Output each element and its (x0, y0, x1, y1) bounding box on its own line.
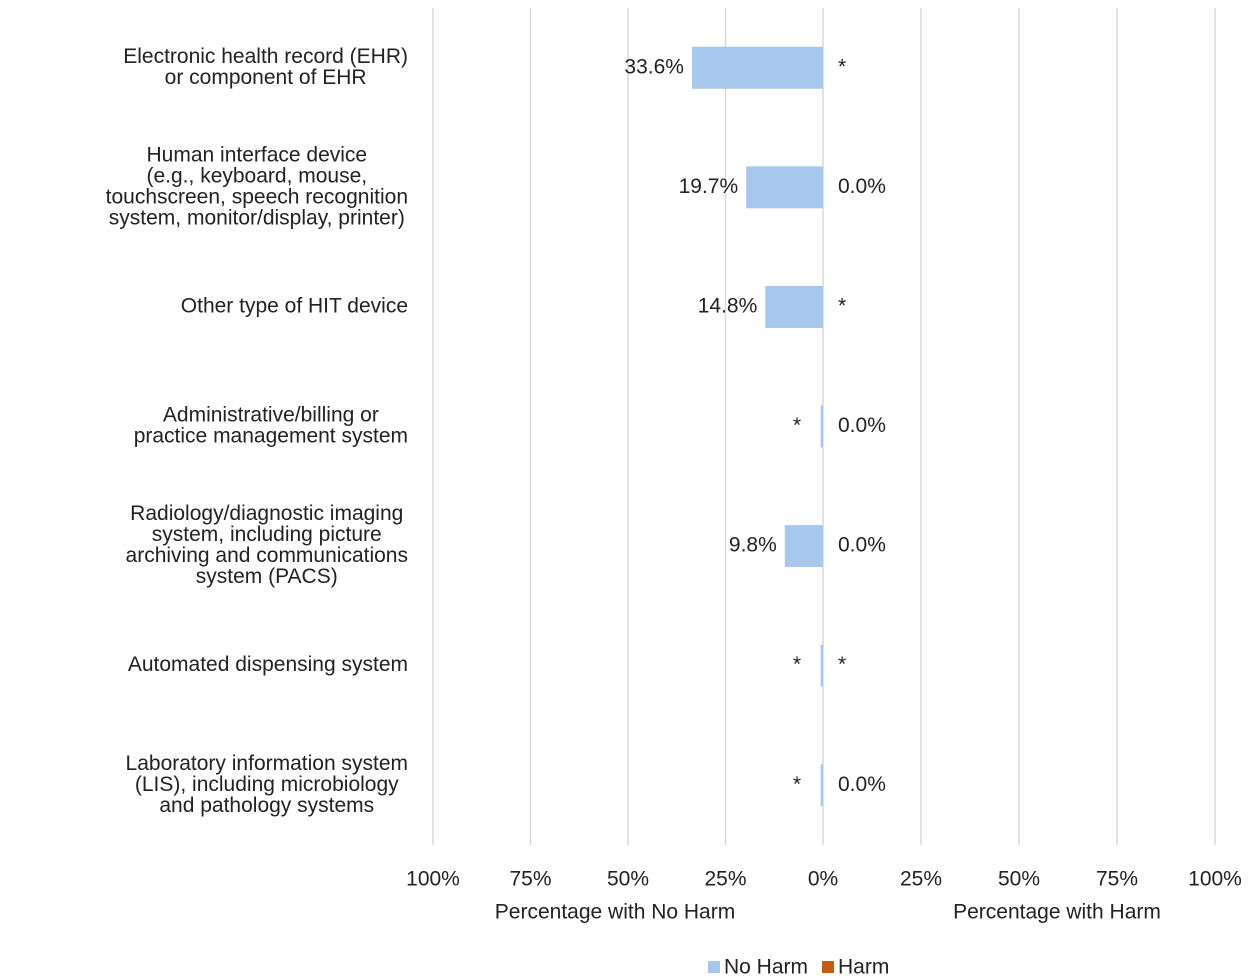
category-label: practice management system (134, 425, 408, 448)
bar (691, 46, 823, 89)
x-tick-label: 25% (900, 868, 942, 891)
value-label: 0.0% (838, 414, 886, 437)
x-tick-label: 100% (1188, 868, 1242, 891)
value-label: 14.8% (698, 294, 758, 317)
x-tick-label: 50% (607, 868, 649, 891)
category-label: Administrative/billing or (163, 404, 379, 427)
category-label: system (PACS) (196, 565, 338, 588)
bar (784, 525, 823, 568)
value-label: * (838, 55, 846, 78)
category-label: archiving and communications (126, 544, 408, 567)
x-tick-label: 75% (509, 868, 551, 891)
x-axis-title: Percentage with Harm (953, 901, 1161, 924)
bar (765, 285, 823, 328)
value-label: 0.0% (838, 534, 886, 557)
category-label: Other type of HIT device (181, 294, 408, 317)
category-label: Human interface device (147, 143, 368, 166)
legend-label: Harm (838, 956, 889, 979)
value-label: * (838, 653, 846, 676)
bar (746, 166, 823, 209)
value-label: 0.0% (838, 773, 886, 796)
category-label: Automated dispensing system (128, 653, 408, 676)
value-label: * (838, 294, 846, 317)
x-tick-label: 75% (1096, 868, 1138, 891)
legend-label: No Harm (724, 956, 808, 979)
value-label: 19.7% (679, 175, 739, 198)
x-tick-label: 50% (998, 868, 1040, 891)
value-label: 33.6% (624, 55, 684, 78)
category-label: Radiology/diagnostic imaging (130, 502, 403, 525)
category-label: (LIS), including microbiology (135, 773, 399, 796)
category-label: system, including picture (152, 523, 382, 546)
value-label: * (793, 414, 801, 437)
category-label: (e.g., keyboard, mouse, (147, 164, 368, 187)
x-tick-label: 25% (704, 868, 746, 891)
category-label: Electronic health record (EHR) (123, 45, 408, 68)
value-label: 0.0% (838, 175, 886, 198)
category-label: touchscreen, speech recognition (106, 185, 408, 208)
category-label: and pathology systems (159, 794, 374, 817)
value-label: * (793, 653, 801, 676)
category-label: system, monitor/display, printer) (109, 206, 405, 229)
legend-swatch (708, 961, 720, 973)
legend-swatch (822, 961, 835, 973)
value-label: 9.8% (729, 534, 777, 557)
category-label: Laboratory information system (126, 752, 408, 775)
category-label: or component of EHR (165, 66, 367, 89)
x-tick-label: 0% (808, 868, 838, 891)
x-tick-label: 100% (406, 868, 460, 891)
value-label: * (793, 773, 801, 796)
bar (820, 405, 823, 448)
bar (820, 764, 823, 807)
bar (820, 644, 823, 687)
x-axis-title: Percentage with No Harm (495, 901, 735, 924)
